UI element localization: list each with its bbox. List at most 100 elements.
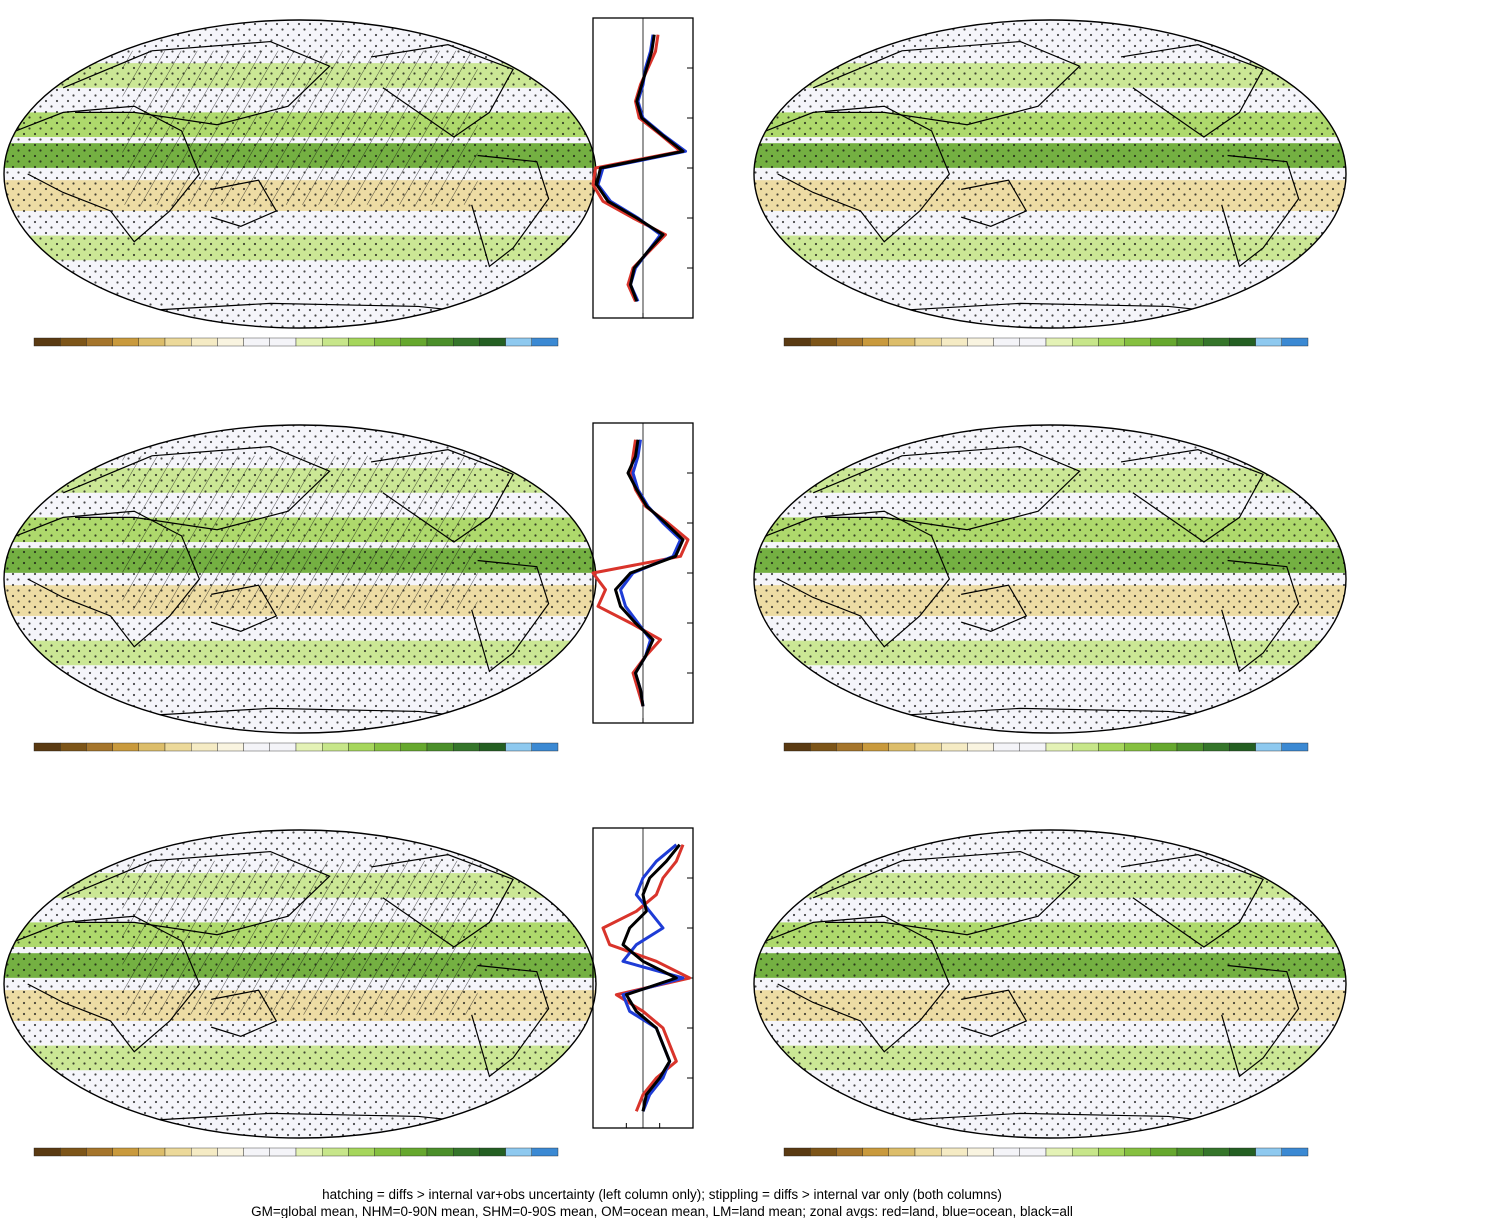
colorbar-segment (862, 742, 889, 752)
colorbar-segment (33, 1147, 61, 1157)
colorbar-segment (941, 1147, 968, 1157)
coastline (370, 854, 514, 948)
colorbar-segment (783, 1147, 811, 1157)
colorbar-segment (86, 337, 113, 347)
coastline (211, 179, 278, 227)
colorbar-segment (505, 1147, 533, 1157)
coastlines (15, 40, 550, 317)
colorbar-segment (1045, 742, 1073, 752)
colorbar-segment (1202, 337, 1230, 347)
map-border (753, 424, 1347, 734)
colorbar-segment (941, 337, 968, 347)
colorbar-segment (862, 1147, 889, 1157)
zonal-series-all (621, 843, 681, 1112)
colorbar-segment (269, 337, 297, 347)
colorbar-segment (33, 337, 61, 347)
colorbar-segment (1098, 742, 1125, 752)
panel-1 (3, 17, 694, 347)
coastline (62, 850, 331, 936)
colorbar-segment (295, 742, 323, 752)
colorbar-segment (295, 1147, 323, 1157)
panel-5 (3, 827, 694, 1157)
zonal-series-land (601, 844, 692, 1112)
colorbar-segment (322, 742, 349, 752)
colorbar-segment (914, 1147, 942, 1157)
coastline (15, 915, 201, 1053)
world-map (4, 20, 596, 328)
coastline (1221, 559, 1300, 673)
colorbar-segment (190, 337, 218, 347)
colorbar-segment (322, 1147, 349, 1157)
colorbar-segment (479, 337, 506, 347)
colorbar-segment (243, 742, 271, 752)
colorbar-segment (783, 742, 811, 752)
colorbar-segment (1229, 1147, 1256, 1157)
colorbar-segment (112, 742, 139, 752)
colorbar-segment (243, 337, 271, 347)
coastline (471, 154, 550, 268)
colorbar-segment (269, 742, 297, 752)
colorbar-segment (1098, 1147, 1125, 1157)
colorbar-segment (426, 1147, 454, 1157)
colorbar-segment (217, 337, 244, 347)
colorbar-segment (810, 742, 837, 752)
colorbar-segment (1045, 337, 1073, 347)
colorbar-segment (1202, 742, 1230, 752)
world-map (4, 425, 596, 733)
colorbar-segment (967, 337, 994, 347)
colorbar-segment (400, 337, 428, 347)
world-map (4, 830, 596, 1138)
colorbar-segment (1019, 337, 1047, 347)
colorbar-segment (505, 742, 533, 752)
colorbar-segment (453, 1147, 480, 1157)
stippling (754, 830, 1346, 1138)
colorbar-segment (531, 742, 559, 752)
coastline (62, 40, 331, 126)
colorbar-segment (1045, 1147, 1073, 1157)
colorbar-segment (348, 1147, 375, 1157)
coastline (765, 105, 951, 243)
colorbar-segment (836, 742, 863, 752)
coastline (812, 445, 1081, 531)
panel-4 (753, 424, 1347, 752)
zonal-mean-panel (591, 422, 694, 724)
colorbar-segment (1124, 337, 1151, 347)
coastline (471, 964, 550, 1078)
coastline (471, 559, 550, 673)
colorbar-segment (348, 337, 375, 347)
colorbar-segment (967, 742, 994, 752)
colorbar-segment (217, 1147, 244, 1157)
panel-3 (3, 422, 694, 752)
colorbar-segment (374, 337, 402, 347)
colorbar-segment (967, 1147, 994, 1157)
colorbar-segment (217, 742, 244, 752)
coastline (370, 44, 514, 138)
coastlines (765, 40, 1300, 317)
colorbar-segment (888, 337, 916, 347)
colorbar-segment (836, 1147, 863, 1157)
coastline (1120, 449, 1264, 543)
colorbar-segment (1071, 337, 1099, 347)
colorbar-segment (1019, 1147, 1047, 1157)
coastlines (15, 445, 550, 722)
colorbar-segment (993, 337, 1020, 347)
panel-2 (753, 19, 1347, 347)
colorbar-segment (1019, 742, 1047, 752)
colorbar-segment (33, 742, 61, 752)
coastline (961, 989, 1028, 1037)
world-map (754, 425, 1346, 733)
colorbar-segment (138, 337, 166, 347)
colorbar-segment (810, 337, 837, 347)
colorbar-segment (783, 337, 811, 347)
colorbar-segment (295, 337, 323, 347)
panel-6 (753, 829, 1347, 1157)
colorbar-segment (1255, 1147, 1282, 1157)
colorbar-segment (1071, 742, 1099, 752)
coastline (1221, 154, 1300, 268)
coastline (211, 989, 278, 1037)
coastline (812, 850, 1081, 936)
colorbar-segment (862, 337, 889, 347)
colorbar-segment (993, 742, 1020, 752)
colorbar-segment (138, 742, 166, 752)
